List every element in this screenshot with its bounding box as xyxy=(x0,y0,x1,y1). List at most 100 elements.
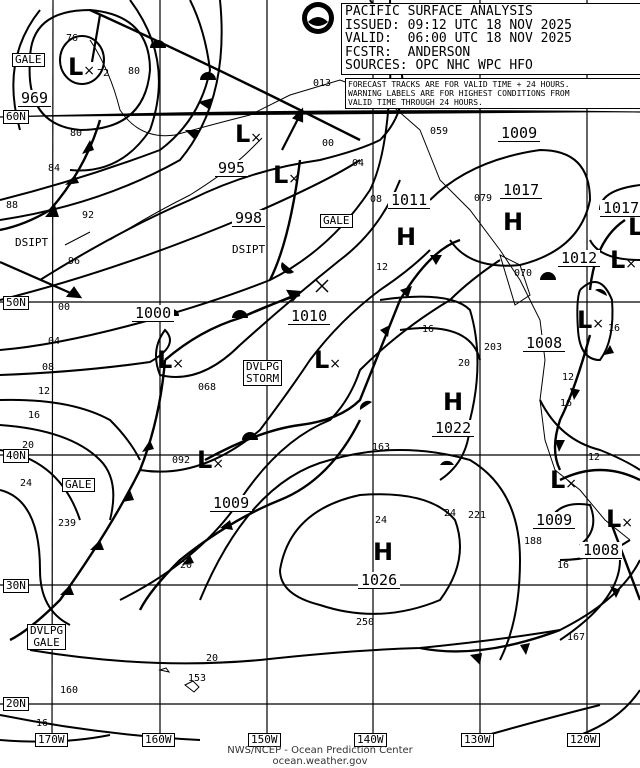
isobar-label: 20 xyxy=(180,560,193,571)
isobar-label: 72 xyxy=(97,68,110,79)
high-pressure-value: 1022 xyxy=(432,420,475,437)
low-center-x-icon: × xyxy=(625,256,638,272)
low-pressure-symbol: L× xyxy=(577,306,605,334)
header-sources: SOURCES: OPC NHC WPC HFO xyxy=(345,58,533,73)
isobar-label: 16 xyxy=(560,398,573,409)
isobar-label: 16 xyxy=(422,324,435,335)
low-pressure-value: 995 xyxy=(215,160,249,177)
low-center-x-icon: × xyxy=(621,515,634,531)
isobar-label: 12 xyxy=(562,372,575,383)
latitude-label: 40N xyxy=(3,449,29,463)
longitude-label: 130W xyxy=(461,733,494,747)
low-pressure-value: 1008 xyxy=(523,335,566,352)
isobar-label: 16 xyxy=(557,560,570,571)
isobar-label: 80 xyxy=(70,128,83,139)
isobar-label: 013 xyxy=(313,78,332,89)
latitude-label: 60N xyxy=(3,110,29,124)
high-pressure-value: 1011 xyxy=(388,192,431,209)
high-pressure-value: 1026 xyxy=(358,572,401,589)
isobar-label: 80 xyxy=(128,66,141,77)
isobar-label: 08 xyxy=(42,362,55,373)
isobar-label: 12 xyxy=(376,262,389,273)
isobar-label: 153 xyxy=(188,673,207,684)
isobar-label: 96 xyxy=(68,256,81,267)
header-issued: ISSUED: 09:12 UTC 18 NOV 2025 xyxy=(345,17,572,33)
isobar-label: 04 xyxy=(48,336,61,347)
note-line: FORECAST TRACKS ARE FOR VALID TIME + 24 … xyxy=(348,80,570,89)
isobar-label: 24 xyxy=(20,478,33,489)
isobar-label: 16 xyxy=(28,410,41,421)
isobar-label: 00 xyxy=(322,138,335,149)
note-line: VALID TIME THROUGH 24 HOURS. xyxy=(348,98,483,107)
isobar-label: 160 xyxy=(60,685,79,696)
isobar-label: 92 xyxy=(82,210,95,221)
high-pressure-symbol: H xyxy=(396,223,417,251)
low-pressure-value: 969 xyxy=(18,90,52,107)
isobar-label: 079 xyxy=(474,193,493,204)
isobar-label: 16 xyxy=(608,323,621,334)
low-center-x-icon: × xyxy=(250,130,263,146)
longitude-label: 170W xyxy=(35,733,68,747)
low-center-x-icon: × xyxy=(83,63,96,79)
longitude-label: 120W xyxy=(567,733,600,747)
isobar-label: 00 xyxy=(58,302,71,313)
fronts xyxy=(0,8,640,665)
low-center-x-icon: × xyxy=(212,456,225,472)
low-pressure-value: 1009 xyxy=(210,495,253,512)
low-pressure-value: 1010 xyxy=(288,308,331,325)
isobar-label: 16 xyxy=(36,718,49,729)
isobar-label: 12 xyxy=(588,452,601,463)
credit-line: NWS/NCEP - Ocean Prediction Center xyxy=(227,745,413,756)
low-pressure-symbol: L× xyxy=(314,346,342,374)
isobar-label: 188 xyxy=(524,536,543,547)
low-pressure-value: 1012 xyxy=(558,250,601,267)
low-pressure-symbol: L× xyxy=(606,505,634,533)
header-forecaster: FCSTR: ANDERSON xyxy=(345,44,471,60)
low-pressure-symbol: L× xyxy=(157,346,185,374)
low-center-x-icon: × xyxy=(288,171,301,187)
isobar-label: 20 xyxy=(458,358,471,369)
isobar-label: 070 xyxy=(514,268,533,279)
status-label: DSIPT xyxy=(232,243,266,256)
warning-label: DVLPG STORM xyxy=(243,360,283,386)
isobar-label: 88 xyxy=(6,200,19,211)
isobar-label: 04 xyxy=(352,158,365,169)
isobar-label: 12 xyxy=(38,386,51,397)
low-pressure-symbol: L× xyxy=(235,120,263,148)
low-pressure-value: 1017 xyxy=(600,200,640,217)
forecast-tracks xyxy=(0,14,304,320)
high-pressure-symbol: H xyxy=(503,208,524,236)
pressure-value: 1009 xyxy=(498,125,541,142)
low-pressure-value: 1009 xyxy=(533,512,576,529)
credit-url[interactable]: ocean.weather.gov xyxy=(272,756,368,767)
header-title: PACIFIC SURFACE ANALYSIS xyxy=(345,4,533,19)
low-pressure-symbol: L× xyxy=(68,53,96,81)
low-pressure-symbol: L× xyxy=(273,161,301,189)
isobar-label: 250 xyxy=(356,617,375,628)
low-center-x-icon: × xyxy=(172,356,185,372)
isobar-label: 203 xyxy=(484,342,503,353)
status-label: DSIPT xyxy=(15,236,49,249)
isobar-label: 08 xyxy=(370,194,383,205)
latitude-label: 30N xyxy=(3,579,29,593)
analysis-header: PACIFIC SURFACE ANALYSIS ISSUED: 09:12 U… xyxy=(341,3,640,75)
low-center-x-icon: × xyxy=(592,316,605,332)
warning-label: GALE xyxy=(62,478,95,492)
noaa-logo xyxy=(302,2,334,34)
low-center-x-icon: × xyxy=(329,356,342,372)
low-pressure-symbol: L× xyxy=(628,213,640,241)
low-center-x-icon: × xyxy=(565,476,578,492)
low-pressure-value: 1000 xyxy=(132,305,175,322)
isobar-label: 239 xyxy=(58,518,77,529)
forecast-note: FORECAST TRACKS ARE FOR VALID TIME + 24 … xyxy=(345,78,640,109)
isobar-label: 092 xyxy=(172,455,191,466)
low-pressure-value: 1008 xyxy=(580,542,623,559)
isobar-label: 167 xyxy=(567,632,586,643)
x-marks xyxy=(315,279,329,293)
longitude-label: 160W xyxy=(142,733,175,747)
low-pressure-symbol: L× xyxy=(197,446,225,474)
isobar-label: 20 xyxy=(22,440,35,451)
latitude-label: 20N xyxy=(3,697,29,711)
